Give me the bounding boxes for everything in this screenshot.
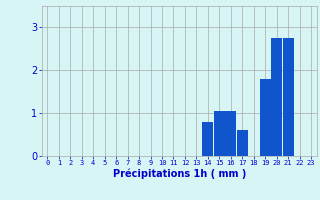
Bar xyxy=(237,130,248,156)
Bar xyxy=(203,122,213,156)
X-axis label: Précipitations 1h ( mm ): Précipitations 1h ( mm ) xyxy=(113,169,246,179)
Bar xyxy=(225,111,236,156)
Bar xyxy=(283,38,293,156)
Bar xyxy=(260,79,271,156)
Bar xyxy=(271,38,282,156)
Bar xyxy=(214,111,225,156)
